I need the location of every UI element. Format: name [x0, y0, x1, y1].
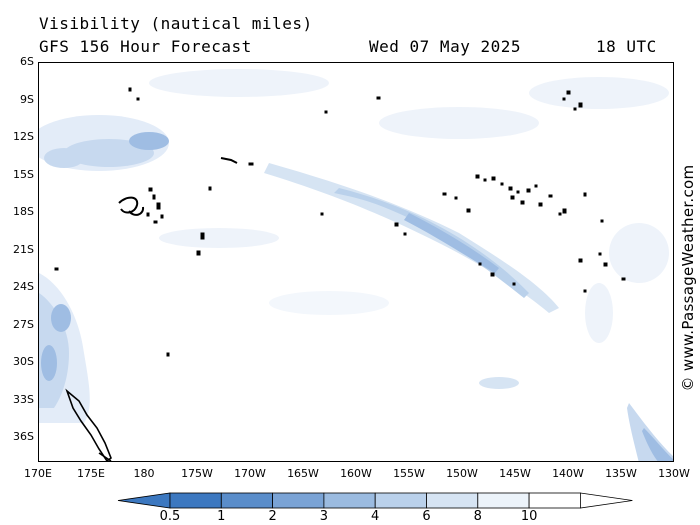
- copyright-credit: © www.PassageWeather.com: [679, 164, 697, 392]
- lat-tick-label: 24S: [13, 280, 34, 293]
- lat-tick-label: 18S: [13, 205, 34, 218]
- lon-tick-label: 130W: [658, 467, 690, 480]
- visibility-map: [38, 62, 674, 462]
- lon-tick-label: 165W: [287, 467, 319, 480]
- legend-label: 0.5: [159, 509, 181, 524]
- lon-tick-label: 170W: [234, 467, 266, 480]
- landmass-outlines: [54, 87, 626, 461]
- map-canvas: [39, 69, 673, 461]
- lat-tick-label: 36S: [13, 430, 34, 443]
- legend-max-arrow: [580, 492, 633, 509]
- map-title: Visibility (nautical miles): [39, 14, 313, 33]
- lat-tick-label: 33S: [13, 392, 34, 406]
- visibility-field: [39, 69, 673, 461]
- legend-label: 8: [473, 509, 482, 524]
- lat-tick-label: 30S: [13, 355, 34, 368]
- legend-label: 3: [319, 509, 329, 524]
- lon-tick-label: 150W: [446, 467, 478, 480]
- lat-tick-label: 15S: [13, 167, 34, 181]
- lon-tick-label: 160W: [340, 467, 372, 480]
- lon-tick-label: 135W: [605, 467, 637, 480]
- forecast-time: 18 UTC: [596, 37, 657, 56]
- lat-tick-label: 21S: [13, 242, 34, 256]
- lon-tick-label: 175W: [181, 467, 213, 480]
- legend-swatch: [220, 492, 274, 509]
- lat-tick-label: 6S: [20, 55, 34, 68]
- legend-label: 6: [422, 509, 431, 524]
- forecast-model-label: GFS 156 Hour Forecast: [39, 37, 252, 56]
- legend-swatch: [272, 492, 325, 509]
- legend-swatch: [374, 492, 427, 509]
- legend-label: 10: [520, 509, 538, 524]
- legend-swatch: [323, 492, 376, 509]
- lat-tick-label: 9S: [20, 92, 34, 106]
- legend-swatch: [477, 492, 530, 509]
- lon-tick-label: 140W: [552, 467, 584, 480]
- legend-label: 2: [268, 509, 277, 524]
- legend-swatch: [528, 492, 581, 509]
- legend-label: 4: [371, 509, 380, 524]
- lon-tick-label: 155W: [393, 467, 425, 480]
- legend-swatch: [426, 492, 479, 509]
- lon-tick-label: 145W: [499, 467, 531, 480]
- lon-tick-label: 180: [133, 467, 155, 480]
- lon-tick-label: 175E: [77, 467, 105, 480]
- lat-tick-label: 12S: [13, 130, 34, 143]
- legend-swatch: [169, 492, 222, 509]
- lon-tick-label: 170E: [24, 467, 52, 480]
- legend-label: 1: [217, 509, 226, 524]
- lat-tick-label: 27S: [13, 317, 34, 331]
- forecast-date: Wed 07 May 2025: [369, 37, 521, 56]
- legend-min-arrow: [117, 492, 171, 509]
